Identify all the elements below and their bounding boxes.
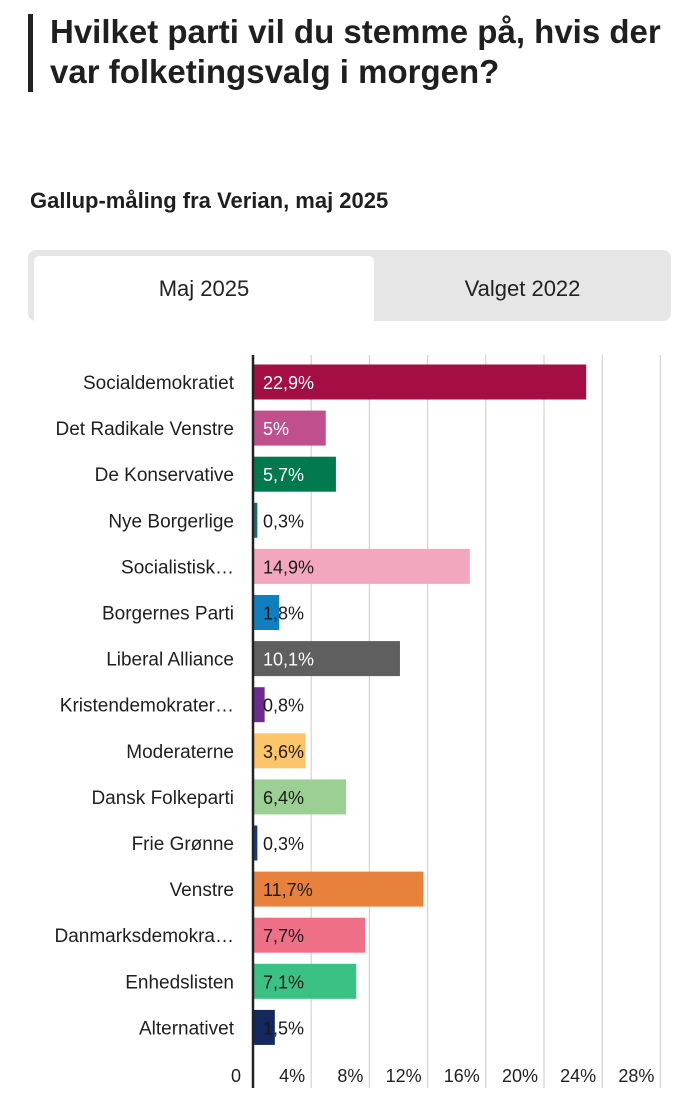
value-label: 22,9%: [263, 373, 314, 393]
bar: [253, 779, 347, 815]
bar: [253, 917, 366, 953]
value-label: 11,7%: [263, 880, 313, 900]
category-label: Nye Borgerlige: [108, 511, 234, 532]
x-tick-label: 28%: [618, 1066, 654, 1086]
category-label: Socialistisk…: [121, 557, 234, 578]
chart-subtitle: Gallup-måling fra Verian, maj 2025: [30, 188, 389, 213]
value-label: 7,1%: [263, 972, 304, 992]
x-tick-label: 4%: [279, 1066, 305, 1086]
x-tick-label: 0: [231, 1066, 241, 1086]
bar: [253, 410, 326, 446]
title-accent-bar: [28, 14, 33, 92]
category-label: Borgernes Parti: [102, 604, 234, 625]
page-title: Hvilket parti vil du stemme på, hvis der…: [50, 13, 661, 90]
value-label: 1,5%: [263, 1018, 304, 1038]
bar: [253, 963, 357, 999]
bar: [253, 687, 265, 723]
value-label: 5%: [263, 419, 289, 439]
value-label: 10,1%: [263, 650, 314, 670]
bar: [253, 502, 258, 538]
bar: [253, 871, 424, 907]
category-label: Enhedslisten: [125, 972, 234, 993]
bar: [253, 456, 336, 492]
category-label: Det Radikale Venstre: [56, 419, 235, 440]
bar: [253, 548, 470, 584]
bar: [253, 825, 258, 861]
category-label: Danmarksdemokra…: [55, 926, 235, 947]
value-label: 0,8%: [263, 696, 304, 716]
x-tick-label: 8%: [337, 1066, 363, 1086]
x-tick-label: 20%: [502, 1066, 538, 1086]
category-label: Venstre: [170, 880, 234, 901]
x-tick-label: 24%: [560, 1066, 596, 1086]
value-label: 1,8%: [263, 604, 304, 624]
tab-bar: Maj 2025 Valget 2022: [28, 250, 671, 321]
value-label: 0,3%: [263, 511, 304, 531]
value-label: 3,6%: [263, 742, 304, 762]
tab-maj-2025[interactable]: Maj 2025: [34, 256, 374, 321]
value-label: 0,3%: [263, 834, 304, 854]
value-label: 7,7%: [263, 926, 304, 946]
bar: [253, 364, 587, 400]
category-label: Frie Grønne: [132, 834, 234, 855]
tab-valget-2022[interactable]: Valget 2022: [464, 275, 581, 301]
bar: [253, 641, 400, 677]
category-label: Liberal Alliance: [106, 650, 234, 671]
bar-chart: Socialdemokratiet 22,9% Det Radikale Venst…: [55, 355, 662, 1088]
bar: [253, 595, 280, 630]
category-label: Kristendemokrater…: [60, 696, 234, 717]
x-tick-label: 16%: [444, 1066, 480, 1086]
value-label: 6,4%: [263, 788, 304, 808]
category-label: Socialdemokratiet: [83, 373, 235, 394]
category-label: Dansk Folkeparti: [91, 788, 234, 809]
category-label: De Konservative: [95, 465, 234, 486]
category-label: Moderaterne: [126, 742, 234, 763]
value-label: 14,9%: [263, 557, 314, 577]
bar: [253, 1009, 275, 1045]
bar: [253, 733, 306, 769]
x-tick-label: 12%: [386, 1066, 422, 1086]
value-label: 5,7%: [263, 465, 304, 485]
category-label: Alternativet: [139, 1018, 235, 1039]
